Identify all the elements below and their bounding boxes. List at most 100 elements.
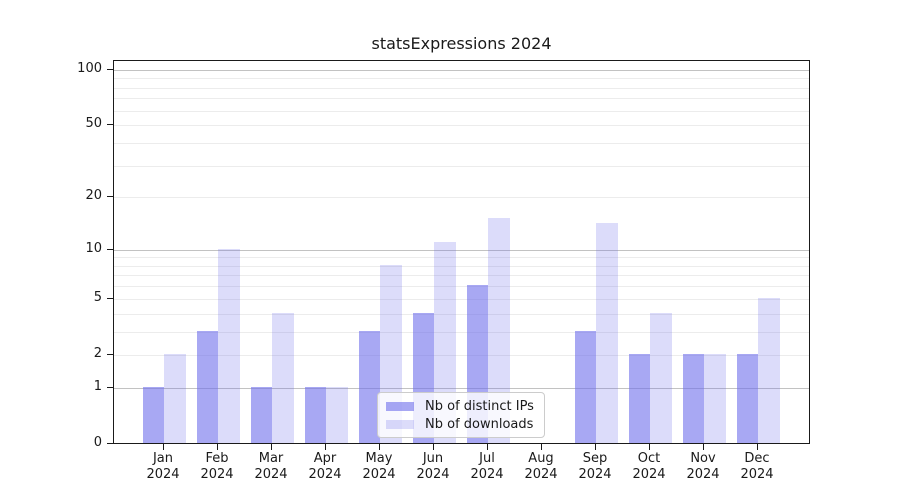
y-tick-mark-5 xyxy=(107,297,113,299)
y-tick-label-1: 1 xyxy=(93,378,102,394)
x-tick-mark-oct xyxy=(649,444,650,450)
gridline-major-10 xyxy=(114,249,809,251)
x-tick-month: Aug xyxy=(528,451,554,466)
x-tick-year: 2024 xyxy=(686,467,720,482)
x-tick-month: Oct xyxy=(637,451,661,466)
gridline-minor-5 xyxy=(114,298,809,300)
gridline-major-100 xyxy=(114,69,809,71)
bar-nb-of-distinct-ips-mar xyxy=(250,386,272,443)
x-tick-year: 2024 xyxy=(632,467,666,482)
bar-nb-of-downloads-sep xyxy=(596,223,618,443)
gridline-minor-6 xyxy=(114,286,809,288)
x-tick-year: 2024 xyxy=(470,467,504,482)
x-tick-mark-aug xyxy=(541,444,542,450)
x-tick-month: Jul xyxy=(479,451,495,466)
x-tick-year: 2024 xyxy=(740,467,774,482)
legend-entry-distinct-ips: Nb of distinct IPs xyxy=(386,398,536,415)
x-tick-label-jan: Jan 2024 xyxy=(131,451,195,483)
bar-nb-of-downloads-jan xyxy=(164,353,186,443)
x-tick-month: Feb xyxy=(205,451,229,466)
x-tick-mark-apr xyxy=(325,444,326,450)
x-tick-mark-jun xyxy=(433,444,434,450)
y-tick-label-0: 0 xyxy=(93,435,102,450)
x-tick-mark-jul xyxy=(487,444,488,450)
x-tick-year: 2024 xyxy=(254,467,288,482)
gridline-minor-30 xyxy=(114,165,809,167)
x-tick-year: 2024 xyxy=(200,467,234,482)
x-tick-year: 2024 xyxy=(578,467,612,482)
bar-nb-of-downloads-apr xyxy=(326,386,348,443)
legend-swatch-downloads xyxy=(386,420,414,429)
gridline-minor-3 xyxy=(114,331,809,333)
x-tick-label-oct: Oct 2024 xyxy=(617,451,681,483)
legend: Nb of distinct IPs Nb of downloads xyxy=(377,392,545,438)
gridline-minor-90 xyxy=(114,78,809,80)
gridline-minor-60 xyxy=(114,110,809,112)
x-tick-month: Sep xyxy=(582,451,608,466)
x-tick-month: Dec xyxy=(744,451,770,466)
x-tick-year: 2024 xyxy=(146,467,180,482)
y-tick-mark-100 xyxy=(107,68,113,70)
x-tick-label-aug: Aug 2024 xyxy=(509,451,573,483)
x-tick-year: 2024 xyxy=(362,467,396,482)
y-tick-label-50: 50 xyxy=(85,116,102,132)
x-tick-label-nov: Nov 2024 xyxy=(671,451,735,483)
bar-nb-of-downloads-oct xyxy=(650,312,672,443)
x-tick-month: Jun xyxy=(422,451,444,466)
x-tick-label-jul: Jul 2024 xyxy=(455,451,519,483)
y-tick-label-100: 100 xyxy=(77,60,102,76)
bar-nb-of-distinct-ips-oct xyxy=(628,353,650,443)
bar-nb-of-distinct-ips-dec xyxy=(736,353,758,443)
bar-nb-of-downloads-feb xyxy=(218,248,240,443)
x-tick-month: Jan xyxy=(152,451,174,466)
plot-area: Nb of distinct IPs Nb of downloads xyxy=(113,60,810,444)
y-tick-mark-20 xyxy=(107,196,113,198)
x-tick-label-feb: Feb 2024 xyxy=(185,451,249,483)
bar-nb-of-distinct-ips-nov xyxy=(682,353,704,443)
x-tick-label-may: May 2024 xyxy=(347,451,411,483)
x-tick-year: 2024 xyxy=(308,467,342,482)
x-tick-month: May xyxy=(365,451,393,466)
gridline-minor-4 xyxy=(114,313,809,315)
legend-label-distinct-ips: Nb of distinct IPs xyxy=(425,399,534,414)
y-tick-label-20: 20 xyxy=(85,188,102,204)
x-tick-label-dec: Dec 2024 xyxy=(725,451,789,483)
bar-nb-of-distinct-ips-apr xyxy=(304,386,326,443)
x-tick-mark-jan xyxy=(163,444,164,450)
gridline-minor-8 xyxy=(114,265,809,267)
bar-nb-of-distinct-ips-jan xyxy=(142,386,164,443)
bar-nb-of-downloads-dec xyxy=(758,297,780,443)
x-tick-mark-dec xyxy=(757,444,758,450)
gridline-minor-2 xyxy=(114,354,809,356)
gridline-minor-80 xyxy=(114,87,809,89)
x-tick-year: 2024 xyxy=(416,467,450,482)
gridline-major-1 xyxy=(114,387,809,389)
x-tick-mark-sep xyxy=(595,444,596,450)
x-tick-mark-feb xyxy=(217,444,218,450)
bar-nb-of-distinct-ips-may xyxy=(358,330,380,443)
x-tick-label-apr: Apr 2024 xyxy=(293,451,357,483)
x-tick-label-jun: Jun 2024 xyxy=(401,451,465,483)
gridline-minor-9 xyxy=(114,257,809,259)
bar-nb-of-downloads-jul xyxy=(488,218,510,443)
gridline-minor-70 xyxy=(114,98,809,100)
bar-nb-of-distinct-ips-sep xyxy=(574,330,596,443)
x-tick-month: Nov xyxy=(690,451,716,466)
y-tick-mark-2 xyxy=(107,353,113,355)
x-tick-month: Mar xyxy=(258,451,284,466)
gridline-minor-40 xyxy=(114,142,809,144)
x-tick-label-sep: Sep 2024 xyxy=(563,451,627,483)
x-tick-mark-may xyxy=(379,444,380,450)
legend-label-downloads: Nb of downloads xyxy=(425,417,534,432)
x-tick-mark-mar xyxy=(271,444,272,450)
y-tick-mark-0 xyxy=(107,443,113,444)
bar-nb-of-distinct-ips-feb xyxy=(196,330,218,443)
chart-title: statsExpressions 2024 xyxy=(371,34,552,53)
y-tick-mark-10 xyxy=(107,248,113,250)
x-tick-label-mar: Mar 2024 xyxy=(239,451,303,483)
y-tick-mark-50 xyxy=(107,124,113,126)
y-tick-label-10: 10 xyxy=(85,240,102,256)
x-tick-month: Apr xyxy=(313,451,337,466)
y-tick-label-2: 2 xyxy=(93,345,102,361)
